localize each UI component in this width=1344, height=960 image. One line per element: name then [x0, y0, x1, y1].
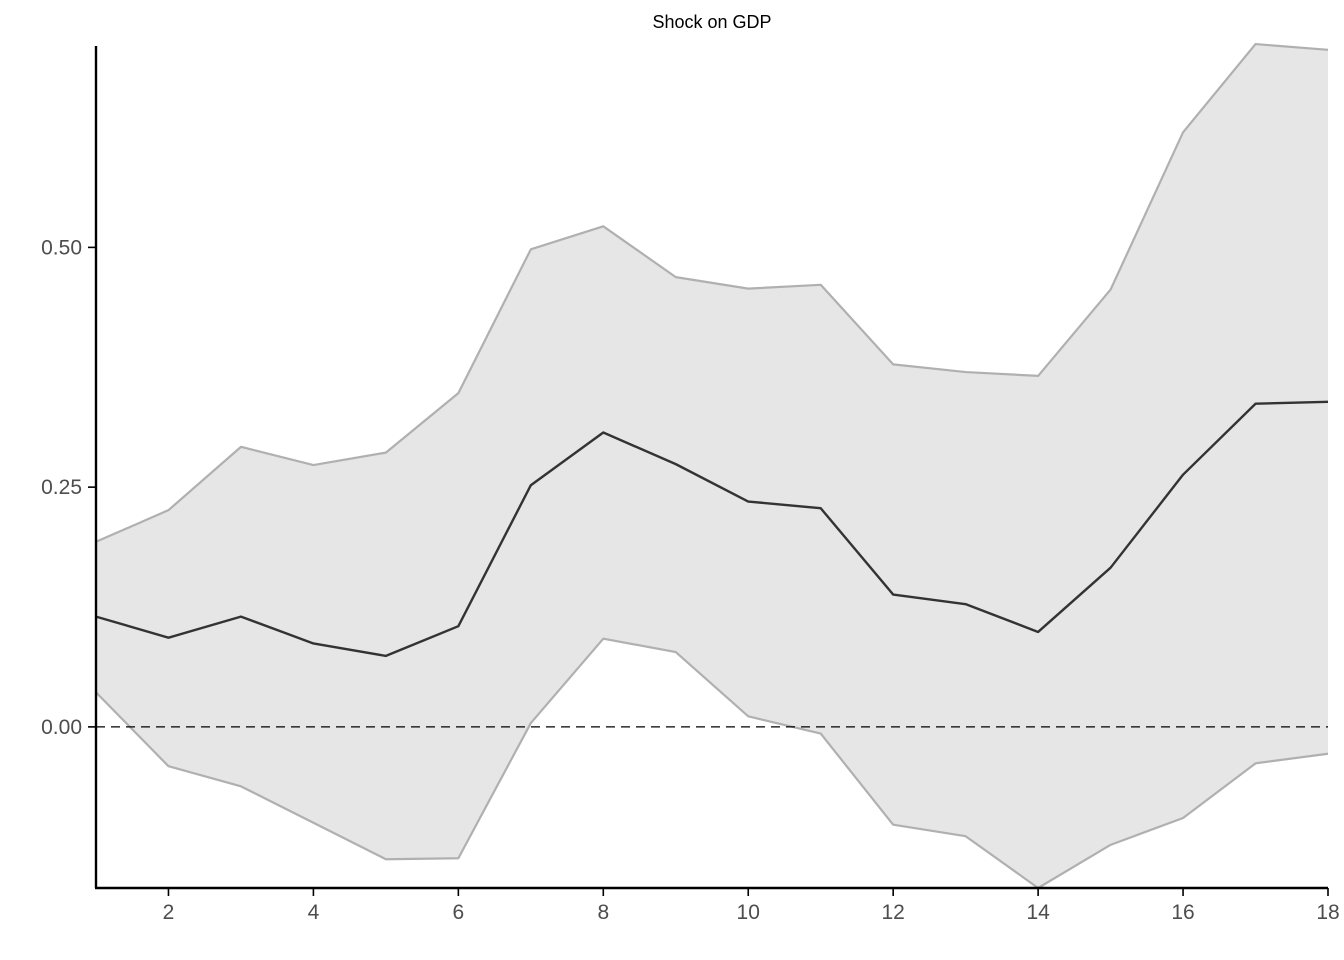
x-tick-label: 18	[1316, 901, 1339, 924]
y-tick-label: 0.25	[41, 476, 82, 499]
x-tick-label: 4	[308, 901, 320, 924]
x-tick-label: 8	[597, 901, 609, 924]
lower-bound-line	[95, 637, 1329, 890]
estimate-line	[95, 400, 1329, 658]
y-tick-label: 0.50	[41, 236, 82, 259]
chart-title: Shock on GDP	[652, 12, 772, 32]
x-tick-label: 10	[737, 901, 760, 924]
plot-area	[95, 42, 1329, 890]
x-tick-label: 14	[1026, 901, 1050, 924]
y-tick-label: 0.00	[41, 716, 82, 739]
confidence-band	[96, 44, 1328, 888]
x-tick-label: 2	[163, 901, 175, 924]
x-tick-label: 12	[881, 901, 904, 924]
axes: 0.00 0.25 0.50 2 4 6 8 10 12 14 16 18	[41, 46, 1340, 924]
x-tick-label: 6	[453, 901, 465, 924]
upper-bound-line	[95, 42, 1329, 543]
x-tick-label: 16	[1171, 901, 1194, 924]
